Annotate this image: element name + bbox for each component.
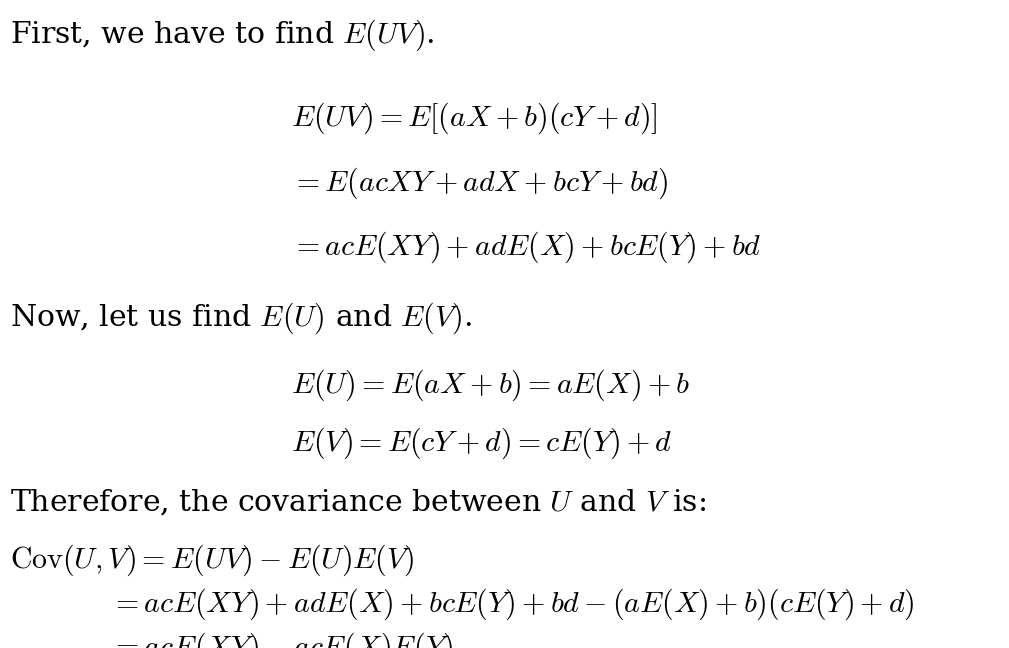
Text: $E(U) = E(aX+b) = aE(X)+b$: $E(U) = E(aX+b) = aE(X)+b$ [291, 368, 689, 404]
Text: $E(V) = E(cY+d) = cE(Y)+d$: $E(V) = E(cY+d) = cE(Y)+d$ [291, 426, 672, 461]
Text: $= acE(XY) + adE(X) + bcE(Y) + bd - (aE(X)+b)(cE(Y)+d)$: $= acE(XY) + adE(X) + bcE(Y) + bd - (aE(… [110, 587, 915, 622]
Text: First, we have to find $E(UV)$.: First, we have to find $E(UV)$. [10, 17, 435, 52]
Text: $= E(acXY + adX + bcY + bd)$: $= E(acXY + adX + bcY + bd)$ [291, 165, 668, 201]
Text: Now, let us find $E(U)$ and $E(V)$.: Now, let us find $E(U)$ and $E(V)$. [10, 301, 472, 336]
Text: $= acE(XY) + adE(X) + bcE(Y) + bd$: $= acE(XY) + adE(X) + bcE(Y) + bd$ [291, 230, 761, 265]
Text: $\mathrm{Cov}(U,V) = E(UV) - E(U)E(V)$: $\mathrm{Cov}(U,V) = E(UV) - E(U)E(V)$ [10, 543, 415, 579]
Text: Therefore, the covariance between $U$ and $V$ is:: Therefore, the covariance between $U$ an… [10, 487, 706, 517]
Text: $E(UV) = E[(aX+b)(cY+d)]$: $E(UV) = E[(aX+b)(cY+d)]$ [291, 101, 657, 137]
Text: $= acE(XY) - acE(X)E(Y)$: $= acE(XY) - acE(X)E(Y)$ [110, 631, 454, 648]
